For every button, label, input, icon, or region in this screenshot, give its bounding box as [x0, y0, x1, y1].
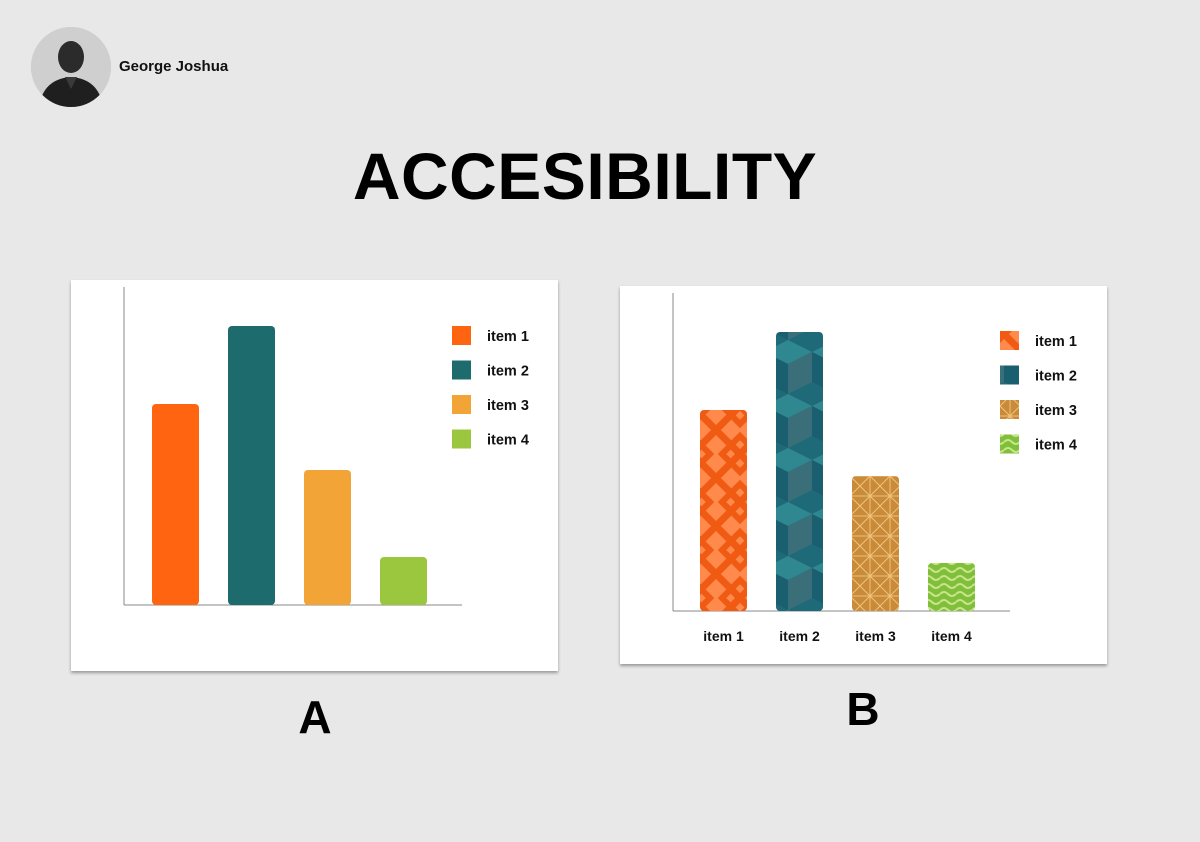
- panel-label-b: B: [846, 683, 880, 735]
- legend-swatch-1: [1000, 331, 1019, 350]
- legend-swatch-1: [452, 326, 471, 345]
- legend-swatch-2: [452, 360, 471, 380]
- bar-item-4: [928, 563, 975, 611]
- legend-swatch-3: [452, 395, 471, 414]
- legend-label-3: item 3: [487, 398, 529, 414]
- author-name: George Joshua: [119, 58, 229, 75]
- legend-label-1: item 1: [487, 329, 529, 345]
- legend-label-1: item 1: [1035, 334, 1077, 350]
- bar-chart-b: item 1 item 2 item 3 item 4 item 1 item 2 item…: [672, 293, 1077, 644]
- x-tick-label-3: item 3: [855, 628, 896, 644]
- chart-card-a: item 1 item 2 item 3 item 4: [71, 280, 558, 671]
- bar-item-2: [228, 326, 275, 605]
- bar-item-3: [852, 476, 899, 611]
- bar-chart-a: item 1 item 2 item 3 item 4: [123, 287, 529, 606]
- person-portrait-icon: [31, 27, 111, 107]
- legend-swatch-3: [1000, 400, 1019, 419]
- x-tick-label-1: item 1: [703, 628, 744, 644]
- panel-label-a: A: [298, 691, 332, 743]
- x-tick-label-4: item 4: [931, 628, 972, 644]
- legend-swatch-4: [1000, 434, 1019, 454]
- legend-swatch-2: [1000, 365, 1019, 385]
- x-tick-label-2: item 2: [779, 628, 820, 644]
- legend-label-4: item 4: [487, 433, 529, 449]
- legend-label-2: item 2: [1035, 369, 1077, 385]
- page-title: ACCESIBILITY: [352, 139, 818, 213]
- avatar: [31, 27, 111, 107]
- bar-item-3: [304, 470, 351, 605]
- legend-label-4: item 4: [1035, 438, 1077, 454]
- bar-item-1: [152, 404, 199, 605]
- bar-item-4: [380, 557, 427, 605]
- legend-label-2: item 2: [487, 364, 529, 380]
- legend-label-3: item 3: [1035, 403, 1077, 419]
- chart-card-b: item 1 item 2 item 3 item 4 item 1 item 2 item…: [620, 286, 1107, 664]
- legend-swatch-4: [452, 429, 471, 449]
- bar-item-2: [776, 332, 823, 611]
- bar-item-1: [700, 410, 747, 611]
